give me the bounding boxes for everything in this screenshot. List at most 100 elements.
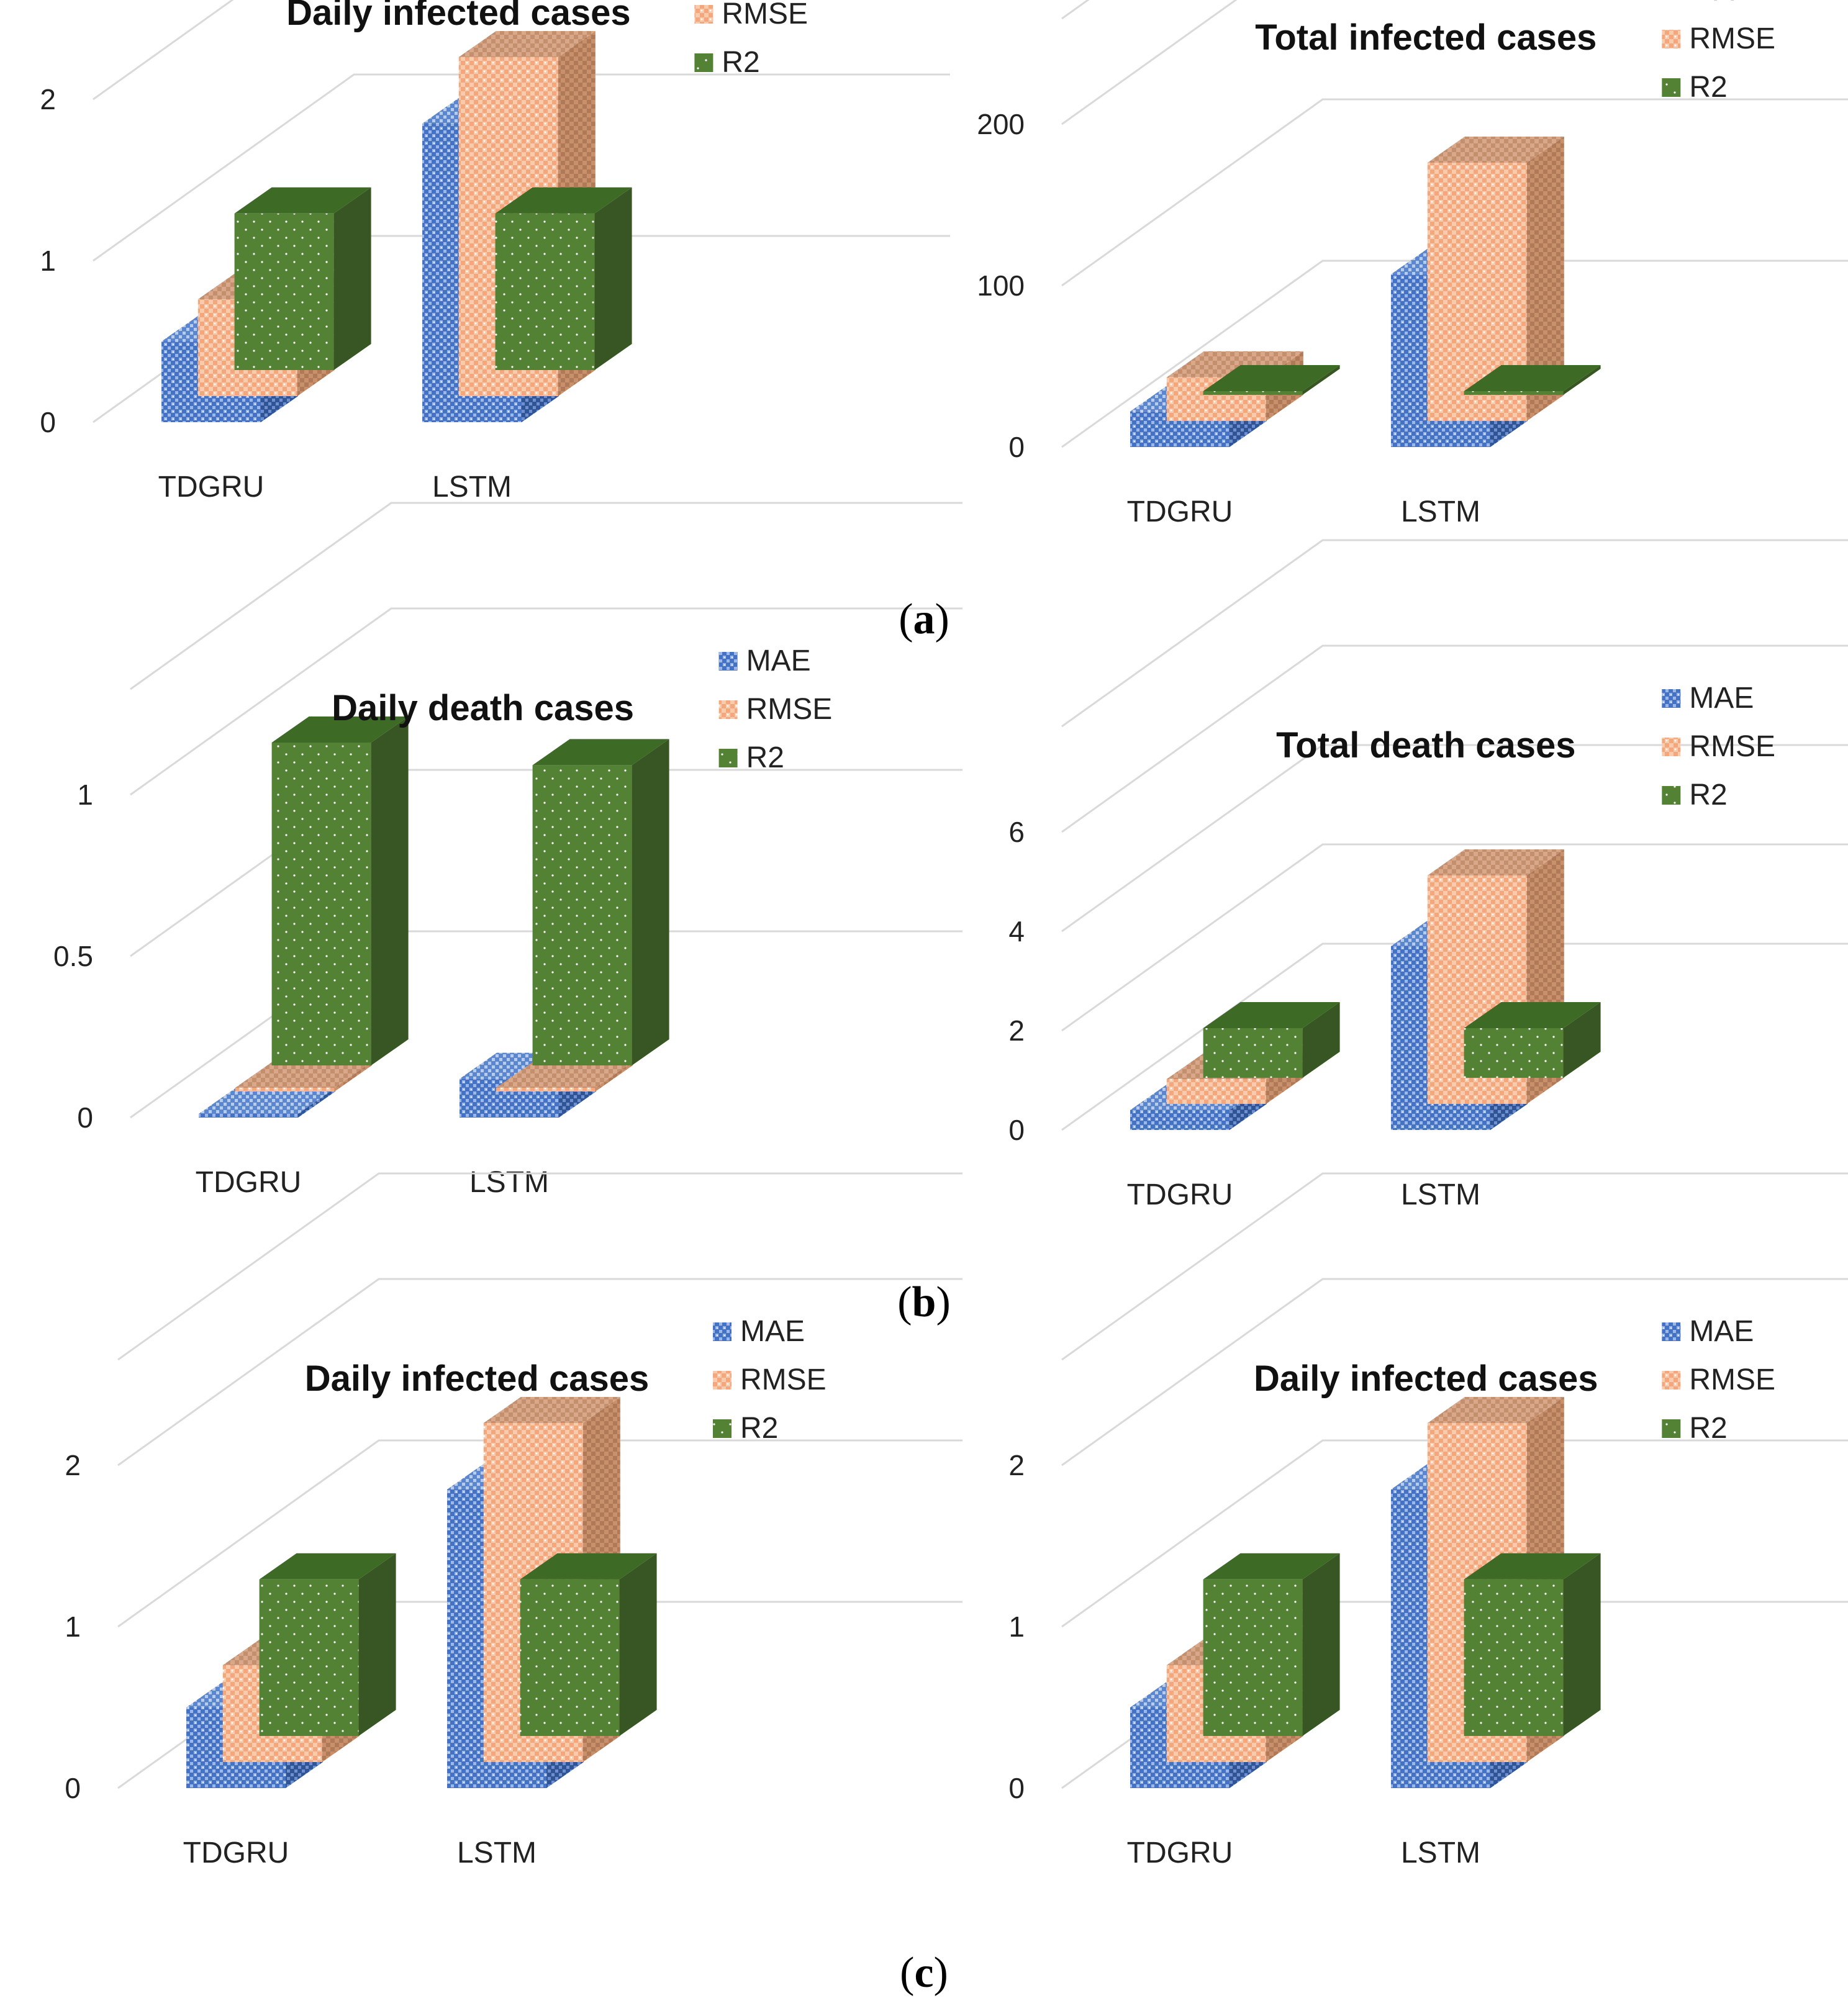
legend-label-r2: R2 [1689,71,1727,104]
chart-title: Daily infected cases [305,1358,650,1399]
x-tick-label: TDGRU [183,1837,289,1869]
legend-swatch-rmse [718,700,738,719]
bar-top-rmse-lstm [496,1062,633,1088]
x-tick-label: LSTM [1401,1837,1480,1869]
bar-side-rmse-lstm [595,1062,633,1091]
bar-top-rmse-lstm [1427,1397,1564,1423]
chart-6: 0 1 2 TDGRU LSTM Daily infected cases MAE RMSE R… [1008,1172,1848,1869]
legend-swatch-r2 [694,53,713,72]
gridline [1061,744,1848,933]
legend-swatch-mae [713,1322,732,1341]
bar-top-mae-tdgru [199,1088,335,1114]
bar-side-mae-tdgru [298,1088,335,1118]
y-tick-label: 1 [1008,1611,1025,1643]
bar-r2-lstm [495,213,595,370]
legend-label-mae: MAE [1689,682,1754,715]
bar-top-r2-lstm [1464,365,1601,391]
bar-r2-lstm [532,765,632,1065]
legend-swatch-rmse [1662,1371,1681,1390]
bar-top-r2-lstm [520,1553,657,1579]
bar-side-r2-lstm [1563,1002,1601,1078]
bar-r2-tdgru [234,213,334,370]
legend-label-rmse: RMSE [1689,730,1775,763]
legend-swatch-mae [1662,689,1681,708]
y-tick-label: 0 [40,406,56,438]
bar-top-r2-tdgru [1203,1553,1340,1579]
caption-b: (b) [897,1278,951,1326]
bar-top-rmse-lstm [1427,849,1564,875]
x-tick-label: TDGRU [1127,495,1233,528]
y-tick-label: 1 [65,1611,81,1643]
chart-panels: 0 1 2 TDGRU LSTM Daily infected cases MAE RMSE R… [40,0,1848,1869]
caption-a: (a) [899,595,949,643]
bar-top-r2-tdgru [1203,365,1340,391]
chart-5: 0 1 2 TDGRU LSTM Daily infected cases MAE RMSE R… [65,1172,962,1869]
legend-label-r2: R2 [722,46,759,79]
gridline-top [1061,539,1848,728]
bar-top-rmse-lstm [1427,137,1564,163]
gridline [1061,0,1238,125]
bar-mae-tdgru [199,1114,298,1118]
bar-mae-tdgru [1130,1110,1230,1130]
legend-label-rmse: RMSE [1689,22,1775,55]
legend-label-mae: MAE [1689,1315,1754,1348]
y-tick-label: 2 [1008,1449,1025,1481]
bar-r2-lstm [1464,1028,1564,1078]
legend-label-rmse: RMSE [722,0,808,30]
bar-side-r2-tdgru [1302,1553,1340,1736]
y-tick-label: 0 [65,1772,81,1804]
legend-swatch-mae [1662,1322,1681,1341]
bar-top-rmse-lstm [458,31,596,57]
legend-label-r2: R2 [746,741,784,774]
y-tick-label: 4 [1008,915,1025,947]
chart-title: Total death cases [1276,725,1575,766]
bar-rmse-lstm [496,1088,596,1091]
legend-label-rmse: RMSE [740,1363,827,1396]
bar-side-r2-tdgru [333,187,371,370]
bar-r2-tdgru [271,743,371,1065]
legend-swatch-r2 [1662,786,1681,805]
bar-side-rmse-tdgru [334,1062,372,1091]
y-tick-label: 2 [65,1449,81,1481]
bar-r2-tdgru [259,1579,359,1736]
y-tick-label: 1 [77,779,93,811]
chart-4: 0 2 4 6 TDGRU LSTM Total death cases MAE RMSE R2 [1008,539,1848,1211]
gridline [1061,942,1848,1131]
legend-swatch-rmse [1662,738,1681,756]
y-tick-label: 200 [977,108,1025,140]
legend-swatch-rmse [694,5,713,24]
gridline [93,0,234,101]
gridline [1061,98,1848,287]
bar-r2-lstm [1464,1579,1564,1736]
y-tick-label: 0.5 [53,940,93,972]
x-tick-label: LSTM [457,1837,537,1869]
bar-side-r2-tdgru [371,716,409,1065]
bar-side-r2-lstm [594,187,632,370]
legend-label-rmse: RMSE [746,693,833,726]
x-tick-label: TDGRU [158,471,265,504]
legend-swatch-r2 [713,1419,732,1438]
legend-swatch-rmse [713,1371,732,1390]
gridline-top [117,1172,962,1361]
gridline [1061,1439,1848,1628]
legend-label-mae: MAE [740,1315,805,1348]
y-tick-label: 6 [1008,816,1025,848]
bar-top-r2-lstm [532,739,669,766]
bar-top-r2-tdgru [259,1553,396,1579]
y-tick-label: 0 [1008,1114,1025,1146]
bar-top-r2-lstm [495,187,632,214]
y-tick-label: 1 [40,245,56,277]
chart-title: Daily infected cases [1254,1358,1598,1399]
chart-title: Daily infected cases [286,0,631,33]
legend-swatch-mae [718,652,738,671]
bar-top-rmse-lstm [483,1397,620,1423]
bar-top-r2-tdgru [271,716,409,743]
